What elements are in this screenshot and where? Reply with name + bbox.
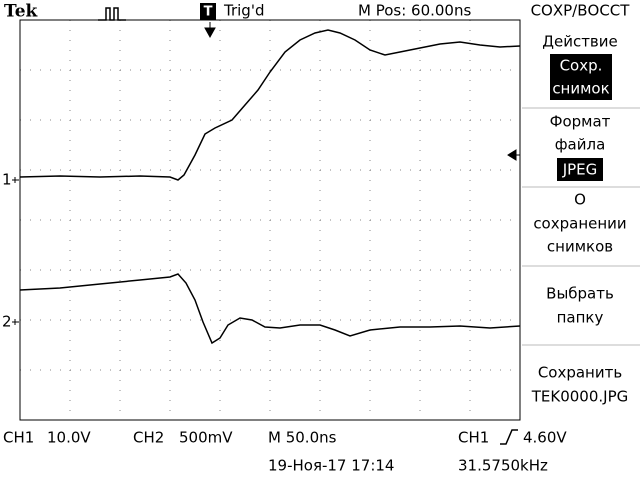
trigger-badge [200,3,216,20]
trigger-slope-icon [500,429,518,445]
menu-label[interactable]: Сохранить [538,364,622,382]
menu-label[interactable]: папку [557,309,604,327]
trigger-level-marker [507,149,520,161]
menu-label[interactable]: О [574,191,586,209]
ch1-scale: 10.0V [47,429,91,447]
trigger-badge-letter: T [204,5,213,20]
date-time: 19-Ноя-17 17:14 [268,457,394,475]
ch2-scale: 500mV [179,429,233,447]
menu-label[interactable]: Выбрать [546,285,614,303]
brand: Tek [4,2,39,22]
ch1-marker: 1 [2,171,12,189]
menu-title: СОХР/ВОССТ [531,2,631,20]
menu-label: файла [555,136,606,154]
menu-value-highlight [550,54,612,100]
graticule-border [19,19,521,421]
trigger-status: Trig'd [223,2,264,20]
timebase: M 50.0ns [268,429,337,447]
ch1-marker-arrow [12,177,19,183]
ch1-label: CH1 [3,429,34,447]
menu-label[interactable]: сохранении [533,215,626,233]
menu-label[interactable]: снимков [547,238,613,256]
menu-label[interactable]: TEK0000.JPG [531,388,629,406]
ch2-marker: 2 [2,313,12,331]
menu-value-highlight [557,158,603,181]
menu-value[interactable]: JPEG [562,161,598,179]
menu-value[interactable]: снимок [552,80,609,98]
horizontal-position: M Pos: 60.00ns [358,2,471,20]
ch2-trace [19,273,521,345]
side-menu: Действие Сохр. снимок Формат файла JPEG … [522,33,640,406]
menu-label: Действие [542,33,618,51]
frequency: 31.5750kHz [458,457,548,475]
ch2-label: CH2 [133,429,164,447]
graticule [20,20,520,420]
ch2-marker-arrow [12,319,19,325]
menu-label: Формат [550,113,611,131]
menu-value[interactable]: Сохр. [560,57,603,75]
trigger-source: CH1 [458,429,489,447]
acquisition-icon [98,7,126,21]
trigger-position-marker [204,22,216,39]
trigger-level: 4.60V [523,429,567,447]
ch1-trace [19,29,521,181]
